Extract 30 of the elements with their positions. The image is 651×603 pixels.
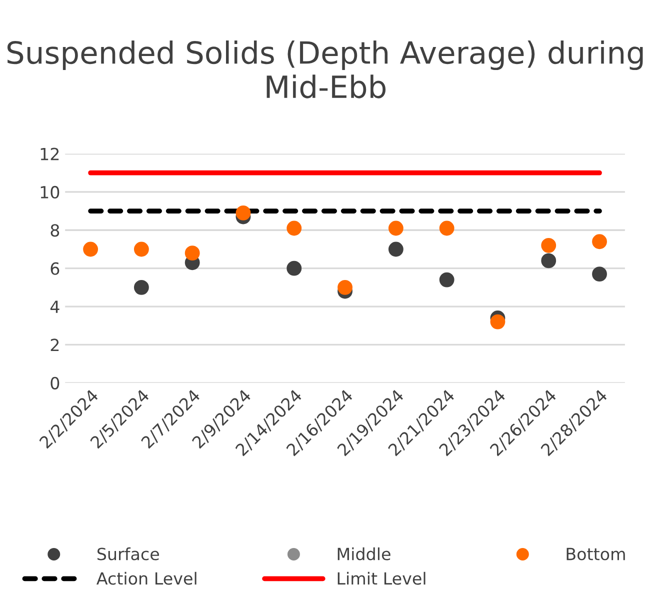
point	[83, 242, 98, 257]
legend-label: Middle	[338, 547, 390, 560]
legend-label: Surface	[97, 547, 159, 560]
point	[286, 260, 302, 276]
point	[592, 266, 607, 282]
point	[592, 234, 607, 250]
point	[184, 246, 200, 261]
point	[134, 280, 149, 295]
point	[338, 280, 352, 295]
y-tick-label: 12	[40, 148, 59, 160]
point	[439, 220, 454, 236]
y-tick-label: 8	[50, 224, 60, 237]
point	[541, 238, 556, 253]
y-tick-label: 10	[40, 186, 60, 199]
point	[388, 242, 404, 257]
legend-label: Bottom	[566, 548, 625, 560]
legend-label: Action Level	[96, 572, 196, 585]
chart-title: Suspended Solids (Depth Average) during Mid-Ebb	[7, 40, 643, 98]
point	[134, 242, 149, 257]
y-tick-label: 6	[50, 262, 60, 275]
point	[286, 220, 302, 236]
legend-label: Limit Level	[338, 572, 426, 585]
point	[236, 205, 251, 220]
y-tick-label: 4	[50, 300, 60, 313]
point	[541, 253, 556, 268]
y-tick-label: 2	[50, 338, 59, 352]
point	[439, 272, 454, 288]
point	[388, 220, 404, 236]
y-tick-label: 0	[50, 376, 60, 390]
point	[490, 314, 506, 330]
